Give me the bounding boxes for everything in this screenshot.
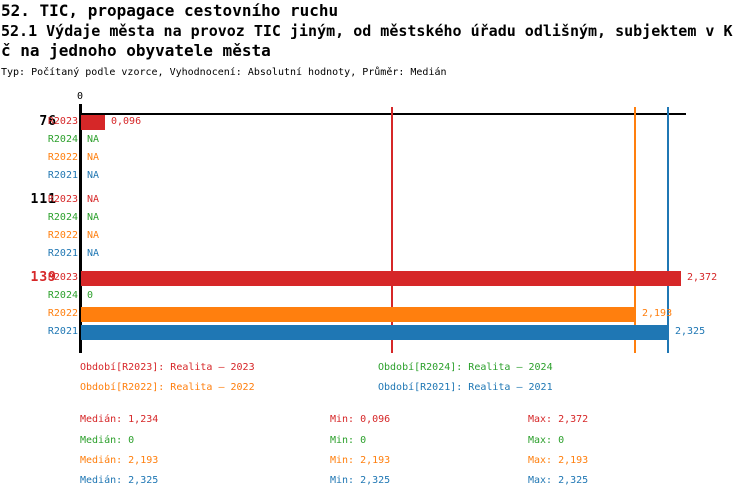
bar-value-label: NA (87, 212, 100, 223)
stat-median-r2022: Medián: 2,193 (80, 455, 159, 466)
stat-median-r2024: Medián: 0 (80, 435, 135, 446)
stat-min-r2021: Min: 2,325 (330, 475, 391, 486)
chart-row: R2024 NA (0, 131, 750, 149)
stat-max-r2021: Max: 2,325 (528, 475, 589, 486)
row-period-label: R2022 (47, 152, 78, 163)
row-period-label: R2021 (47, 326, 78, 337)
stat-median-r2023: Medián: 1,234 (80, 414, 159, 425)
stat-max-r2023: Max: 2,372 (528, 414, 589, 425)
bar-segment (81, 270, 681, 286)
bar-value-label: 0,096 (111, 116, 142, 127)
chart-row: R2021 2,325 (0, 323, 750, 341)
bar-value-label: NA (87, 194, 100, 205)
chart-row: R2023 NA (0, 191, 750, 209)
chart-row: R2023 2,372 (0, 269, 750, 287)
chart-row: R2024 NA (0, 209, 750, 227)
median-line-r2023 (391, 107, 393, 353)
category-axis-line (79, 104, 82, 353)
chart-row: R2022 NA (0, 227, 750, 245)
value-axis-line (80, 113, 686, 115)
bar-value-label: 0 (87, 290, 94, 301)
row-period-label: R2021 (47, 248, 78, 259)
chart-row: R2022 NA (0, 149, 750, 167)
bar-segment (81, 114, 105, 130)
row-period-label: R2022 (47, 230, 78, 241)
stat-max-r2022: Max: 2,193 (528, 455, 589, 466)
chart-row: R2023 0,096 (0, 113, 750, 131)
row-period-label: R2024 (47, 212, 78, 223)
median-line-r2022 (634, 107, 636, 353)
row-period-label: R2023 (47, 272, 78, 283)
chart-row: R2024 0 (0, 287, 750, 305)
row-period-label: R2021 (47, 170, 78, 181)
row-period-label: R2024 (47, 290, 78, 301)
chart-row: R2022 2,193 (0, 305, 750, 323)
group-label-76: 76 (39, 114, 57, 129)
stat-min-r2023: Min: 0,096 (330, 414, 391, 425)
stat-median-r2021: Medián: 2,325 (80, 475, 159, 486)
median-line-r2021 (667, 107, 669, 353)
stat-min-r2024: Min: 0 (330, 435, 367, 446)
bar-value-label: 2,372 (687, 272, 718, 283)
row-period-label: R2022 (47, 308, 78, 319)
stat-min-r2022: Min: 2,193 (330, 455, 391, 466)
bar-value-label: 2,193 (642, 308, 673, 319)
chart-row: R2021 NA (0, 245, 750, 263)
bar-value-label: NA (87, 152, 100, 163)
legend-item-r2022: Období[R2022]: Realita – 2022 (80, 382, 255, 393)
bar-value-label: NA (87, 170, 100, 181)
indicator-meta: Typ: Počítaný podle vzorce, Vyhodnocení:… (1, 67, 447, 78)
indicator-title-line1: 52.1 Výdaje města na provoz TIC jiným, o… (1, 22, 733, 40)
group-label-111: 111 (30, 192, 57, 207)
row-period-label: R2023 (47, 194, 78, 205)
bar-segment (81, 324, 669, 340)
bar-value-label: NA (87, 248, 100, 259)
bar-value-label: 2,325 (675, 326, 706, 337)
row-period-label: R2023 (47, 116, 78, 127)
group-label-139: 139 (30, 270, 57, 285)
bar-value-label: NA (87, 134, 100, 145)
legend-item-r2021: Období[R2021]: Realita – 2021 (378, 382, 553, 393)
legend-item-r2024: Období[R2024]: Realita – 2024 (378, 362, 553, 373)
chart-row: R2021 NA (0, 167, 750, 185)
legend-item-r2023: Období[R2023]: Realita – 2023 (80, 362, 255, 373)
bar-segment (81, 306, 636, 322)
stat-max-r2024: Max: 0 (528, 435, 565, 446)
indicator-title-line2: č na jednoho obyvatele města (1, 41, 271, 60)
page-title: 52. TIC, propagace cestovního ruchu (1, 1, 339, 20)
row-period-label: R2024 (47, 134, 78, 145)
bar-value-label: NA (87, 230, 100, 241)
axis-zero-tick-label: 0 (76, 91, 84, 102)
